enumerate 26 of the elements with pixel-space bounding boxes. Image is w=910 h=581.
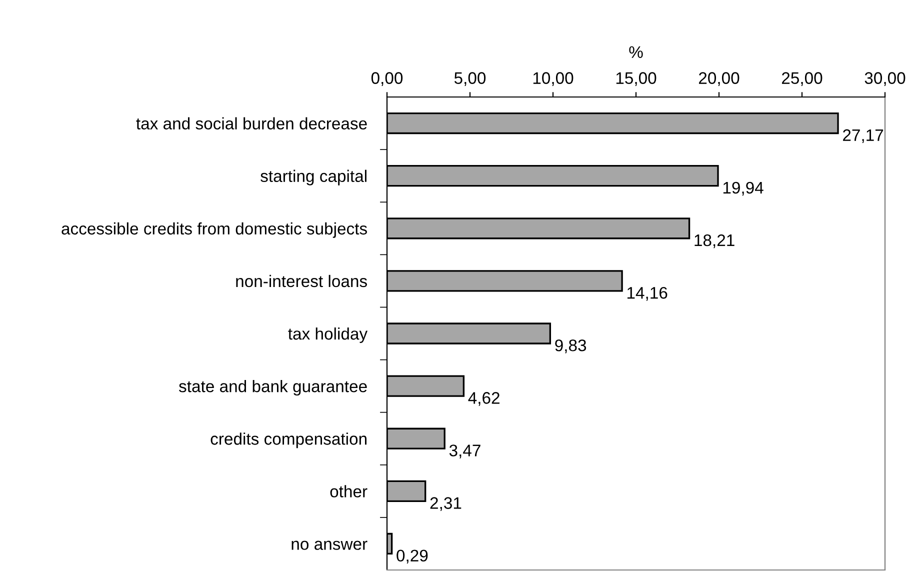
data-label: 0,29: [396, 550, 428, 564]
x-axis-title: %: [629, 46, 643, 58]
x-tick-label: 25,00: [782, 72, 822, 86]
data-label: 19,94: [723, 182, 764, 196]
x-tick-label: 0,00: [371, 72, 403, 86]
x-tick-label: 10,00: [533, 72, 574, 86]
y-tick-label: other: [330, 485, 368, 498]
y-tick-label: no answer: [292, 540, 368, 550]
y-tick-label: starting capital: [260, 170, 366, 186]
x-tick-label: 20,00: [698, 72, 740, 86]
x-tick-label: 30,00: [864, 72, 906, 86]
data-label: 2,31: [430, 497, 462, 511]
data-label: 14,16: [627, 286, 668, 301]
y-tick-label: credits compensation: [210, 432, 366, 448]
x-tick-label: 5,00: [454, 72, 486, 86]
data-label: 3,47: [449, 444, 480, 458]
data-label: 18,21: [694, 234, 734, 248]
y-tick-label: non-interest loans: [236, 274, 367, 288]
y-tick-label: accessible credits from domestic subjects: [62, 222, 367, 238]
data-label: 9,83: [555, 339, 586, 354]
y-tick-label: state and bank guarantee: [179, 380, 367, 396]
y-tick-label: tax holiday: [288, 327, 368, 343]
data-label: 27,17: [843, 129, 884, 144]
data-label: 4,62: [468, 392, 500, 406]
y-tick-label: tax and social burden decrease: [136, 117, 367, 130]
x-tick-label: 15,00: [616, 72, 656, 86]
